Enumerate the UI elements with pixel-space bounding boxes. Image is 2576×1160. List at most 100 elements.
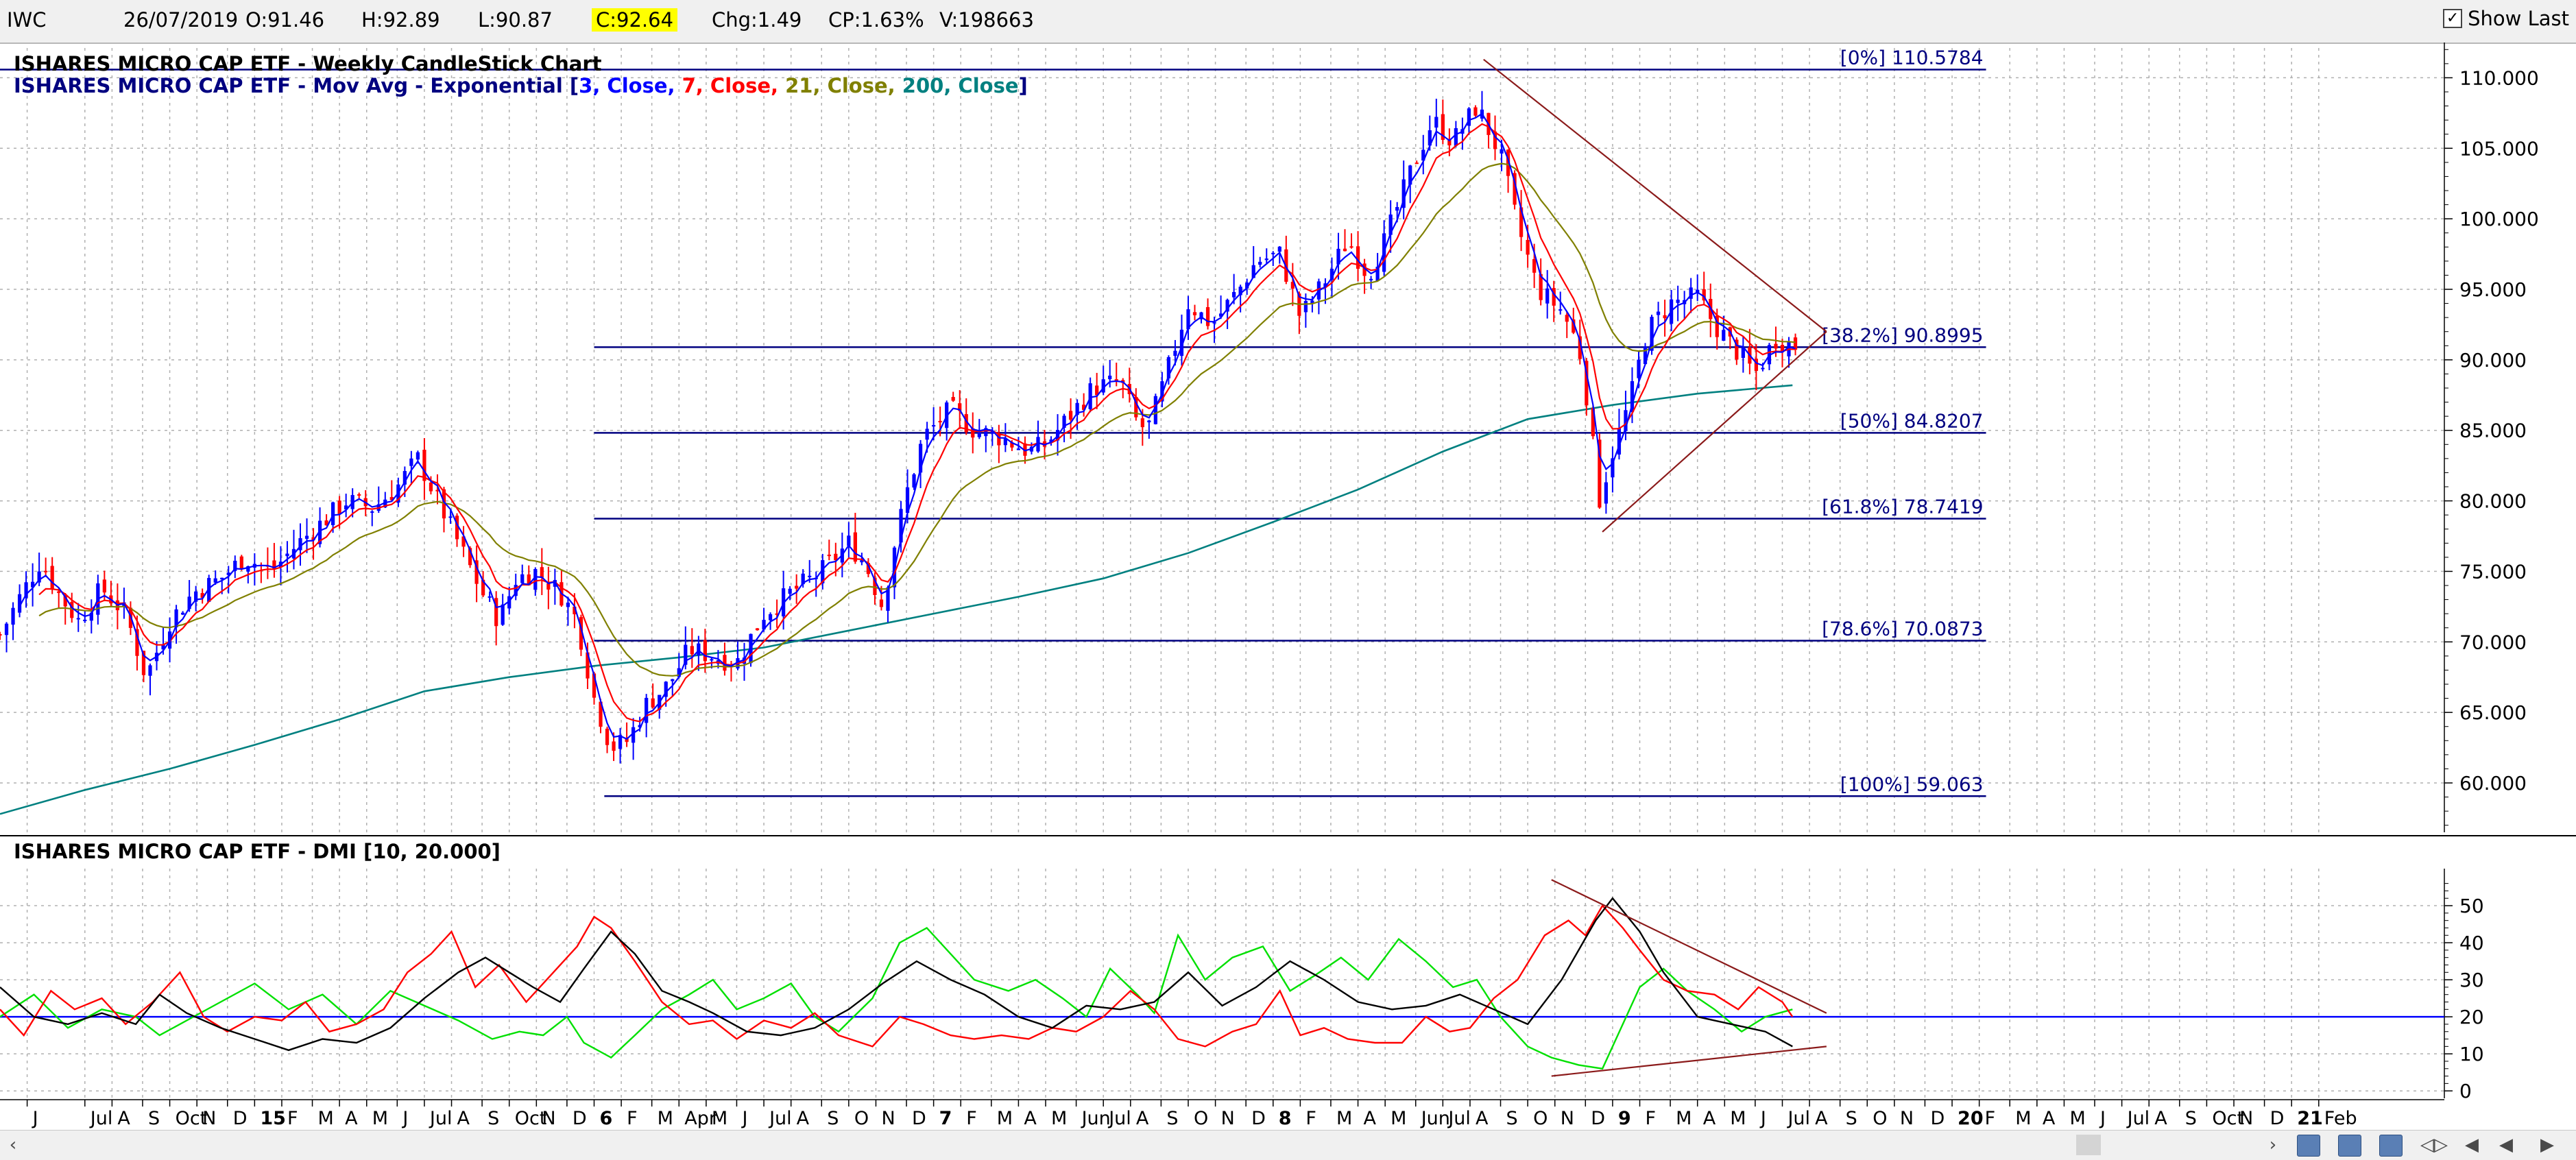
candle-body (1173, 350, 1177, 357)
time-tick-label: A (1476, 1108, 1489, 1129)
candle-body (194, 591, 198, 602)
candle-body (1095, 385, 1099, 396)
dmi-tick-label: 10 (2459, 1043, 2484, 1065)
candle-body (847, 535, 851, 546)
horizontal-scrollbar[interactable]: ‹ › ◁▷ ◀ ◀ ▶ (0, 1130, 2576, 1160)
candle-body (1082, 404, 1086, 410)
candle-body (474, 560, 479, 584)
time-tick-label: F (1305, 1108, 1316, 1129)
dmi-plus-line (0, 926, 1793, 1070)
time-tick-label: M (2069, 1108, 2085, 1129)
candle-body (1395, 206, 1399, 211)
candle-body (435, 490, 440, 492)
candle-body (180, 612, 185, 615)
candle-body (579, 617, 583, 650)
chart-tool-icon-2[interactable] (2338, 1135, 2361, 1157)
candle-body (1643, 346, 1648, 365)
close-value: C:92.64 (592, 8, 678, 32)
time-tick-label: F (627, 1108, 638, 1129)
candle-body (1062, 415, 1066, 428)
candle-body (834, 553, 838, 561)
candle-body (1192, 312, 1197, 315)
candle-body (553, 580, 557, 587)
nav-prev-icon[interactable]: ◀ (2465, 1135, 2479, 1155)
time-tick-label: M (2015, 1108, 2031, 1129)
candle-body (1663, 315, 1667, 319)
scroll-right-icon[interactable]: › (2269, 1135, 2277, 1155)
candle-body (487, 596, 492, 598)
candle-body (1323, 283, 1327, 287)
show-last-checkbox[interactable]: ✓ (2443, 9, 2463, 28)
candle-body (918, 444, 923, 473)
open-value: O:91.46 (245, 8, 325, 32)
candle-body (723, 655, 727, 671)
candle-body (879, 599, 884, 607)
candle-body (44, 570, 48, 572)
nav-first-icon[interactable]: ◁▷ (2420, 1135, 2448, 1155)
candle-body (990, 431, 994, 434)
candle-body (357, 494, 361, 496)
chart-tool-icon-1[interactable] (2297, 1135, 2320, 1157)
candle-body (1624, 410, 1628, 431)
candle-body (1637, 359, 1641, 378)
dmi-tick-label: 30 (2459, 969, 2484, 991)
candle-body (76, 618, 80, 620)
dmi-tick-label: 0 (2459, 1080, 2472, 1102)
candle-body (951, 397, 955, 401)
candle-body (1369, 278, 1373, 280)
candle-body (1696, 289, 1700, 293)
candle-body (1238, 287, 1242, 295)
price-tick-label: 100.000 (2459, 208, 2539, 230)
price-tick-label: 110.000 (2459, 67, 2539, 89)
candle-body (984, 428, 988, 437)
nav-back-icon[interactable]: ◀ (2499, 1135, 2513, 1155)
candle-body (1003, 438, 1007, 446)
candle-body (938, 420, 942, 423)
candle-body (1617, 428, 1622, 455)
time-tick-label: S (1166, 1108, 1178, 1129)
scrollbar-thumb[interactable] (2076, 1135, 2101, 1155)
change-percent-value: CP:1.63% (828, 8, 924, 32)
time-tick-label: 7 (939, 1108, 952, 1129)
candle-body (1545, 288, 1550, 304)
ema200-line (0, 384, 1793, 815)
candle-body (70, 602, 74, 618)
time-tick-label: J (1759, 1108, 1766, 1129)
time-tick-label: Jul (1107, 1108, 1131, 1129)
candle-body (1212, 322, 1216, 324)
candle-body (958, 403, 962, 411)
price-tick-label: 70.000 (2459, 631, 2527, 653)
time-tick-label: N (1900, 1108, 1914, 1129)
candle-body (1454, 128, 1458, 146)
candle-body (912, 474, 916, 488)
candle-body (1513, 173, 1517, 205)
chart-tool-icon-3[interactable] (2379, 1135, 2403, 1157)
candle-body (311, 537, 315, 540)
fibonacci-levels: [0%] 110.5784 [38.2%] 90.8995 [50%] 84.820… (0, 47, 1986, 797)
time-tick-label: Oct (515, 1108, 547, 1129)
candle-body (507, 596, 511, 609)
date-label: 26/07/2019 (123, 8, 239, 32)
candle-body (1049, 439, 1053, 442)
dmi-tick-label: 40 (2459, 932, 2484, 954)
scroll-left-icon[interactable]: ‹ (9, 1135, 17, 1155)
candle-body (501, 604, 505, 625)
candle-body (1362, 263, 1367, 276)
candle-body (1532, 258, 1537, 273)
candle-body (4, 623, 9, 636)
candle-body (964, 414, 968, 433)
candle-body (540, 567, 544, 578)
candle-body (1160, 381, 1164, 402)
candle-body (1526, 239, 1530, 255)
time-tick-label: Jul (2126, 1108, 2150, 1129)
nav-next-icon[interactable]: ▶ (2540, 1135, 2554, 1155)
candle-body (566, 602, 570, 607)
time-tick-label: 8 (1279, 1108, 1292, 1129)
show-last-toggle[interactable]: ✓ Show Last (2443, 7, 2569, 30)
candle-body (1147, 420, 1151, 422)
candle-body (1434, 117, 1439, 128)
candle-body (1421, 149, 1425, 161)
time-tick-label: S (1506, 1108, 1518, 1129)
candle-body (775, 613, 779, 615)
